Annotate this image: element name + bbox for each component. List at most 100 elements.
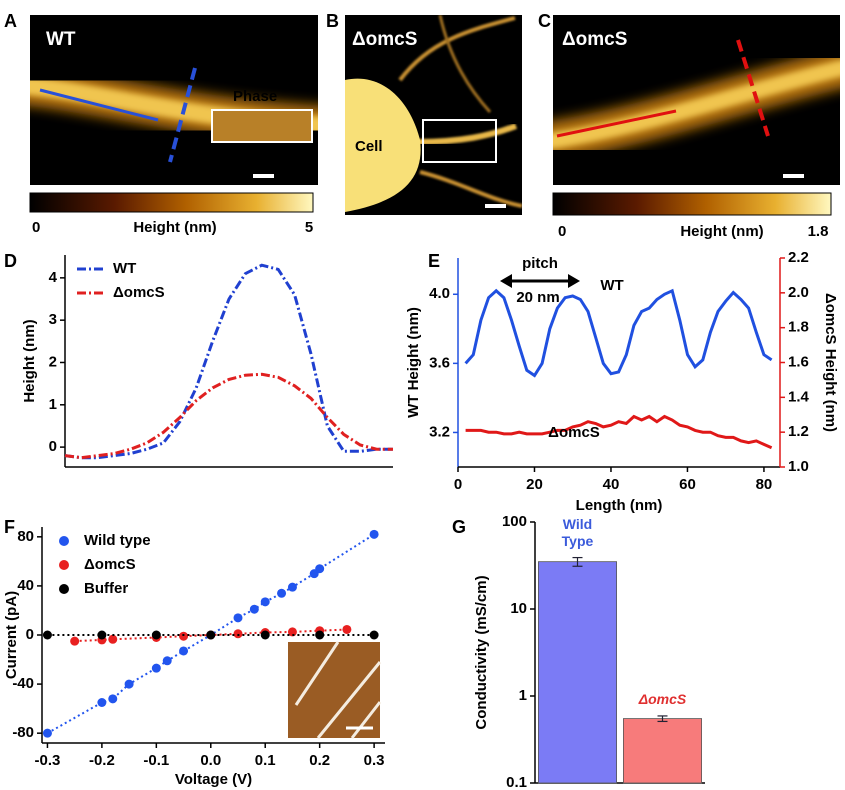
image-title: ΔomcS xyxy=(352,29,417,50)
profile-line-dashed xyxy=(168,67,197,163)
electrodes xyxy=(294,641,382,739)
legend-label: ΔomcS xyxy=(84,556,136,573)
category-label: Wild Type xyxy=(561,515,594,549)
y2-axis-label: ΔomcS Height (nm) xyxy=(822,293,839,432)
y-tick-label: 1 xyxy=(49,396,57,413)
arrow-head xyxy=(568,274,580,288)
panel-label: E xyxy=(428,251,440,271)
scatter-point xyxy=(315,630,325,640)
scatter-point xyxy=(108,634,118,644)
profile-line xyxy=(556,109,677,138)
y-tick-label: 10 xyxy=(510,600,527,617)
profile-line xyxy=(39,88,159,122)
legend-label: WT xyxy=(113,260,136,277)
bar xyxy=(623,718,703,784)
scatter-point xyxy=(42,728,52,738)
y-tick-label: -40 xyxy=(12,675,34,692)
scatter-point xyxy=(260,630,270,640)
legend-label: Wild type xyxy=(84,532,151,549)
category-label: ΔomcS xyxy=(638,690,687,707)
inset-background xyxy=(288,642,380,738)
x-tick-label: -0.1 xyxy=(143,752,169,769)
arrow-head xyxy=(500,274,512,288)
cell xyxy=(345,78,421,212)
scatter-point xyxy=(206,630,216,640)
scatter-point xyxy=(179,631,189,641)
scatter-point xyxy=(42,630,52,640)
colorbar xyxy=(29,192,314,213)
x-axis-label: Voltage (V) xyxy=(175,771,252,788)
y-tick-label: 3 xyxy=(49,311,57,328)
fiber xyxy=(398,16,516,82)
line-series xyxy=(64,372,393,460)
scatter-point xyxy=(179,646,189,656)
image-title: ΔomcS xyxy=(562,29,627,50)
x-axis-label: Length (nm) xyxy=(576,497,663,514)
afm-image-omcs xyxy=(553,15,840,185)
panel-label: G xyxy=(452,517,466,537)
y-tick-label: 1 xyxy=(519,687,527,704)
scatter-point xyxy=(162,656,172,666)
legend-label: ΔomcS xyxy=(113,284,165,301)
y-tick-label: 40 xyxy=(17,577,34,594)
panel-label: D xyxy=(4,251,17,271)
inset-label: Phase xyxy=(233,88,277,105)
scatter-point xyxy=(233,613,243,623)
panel-label: B xyxy=(326,11,339,31)
series-label: WT xyxy=(600,277,623,294)
panel-label: A xyxy=(4,11,17,31)
afm-image-omcs-cell xyxy=(345,15,522,215)
x-tick-label: 80 xyxy=(756,476,773,493)
scatter-point xyxy=(277,588,287,598)
scatter-point xyxy=(151,663,161,673)
y2-tick-label: 2.0 xyxy=(788,284,809,301)
fiber xyxy=(419,170,522,208)
inset-image xyxy=(288,641,382,739)
y-tick-label: 0 xyxy=(26,626,34,643)
x-tick-label: 0 xyxy=(454,476,462,493)
scatter-point xyxy=(97,698,107,707)
colorbar-max: 5 xyxy=(305,219,313,236)
scatter-point xyxy=(233,629,243,639)
fiber xyxy=(438,15,492,114)
legend-key xyxy=(59,536,69,546)
bar xyxy=(538,561,618,784)
scatter-point xyxy=(342,624,352,634)
x-tick-label: 0.0 xyxy=(200,752,221,769)
zoom-box xyxy=(422,119,497,163)
colorbar-max: 1.8 xyxy=(808,223,829,240)
y-tick-label: -80 xyxy=(12,724,34,741)
scatter-point xyxy=(287,582,297,592)
scatter-point xyxy=(108,694,118,704)
series-label: ΔomcS xyxy=(548,424,600,441)
line-series xyxy=(464,288,773,378)
colorbar-title: Height (nm) xyxy=(680,223,763,240)
y2-tick-label: 1.4 xyxy=(788,388,810,405)
x-tick-label: 0.3 xyxy=(364,752,385,769)
afm-image-wt xyxy=(30,15,318,185)
profile-line-dashed xyxy=(736,39,770,137)
y-tick-label: 100 xyxy=(502,513,527,530)
line-series xyxy=(465,414,773,450)
panel-label: C xyxy=(538,11,551,31)
y2-tick-label: 1.2 xyxy=(788,423,809,440)
y2-tick-label: 2.2 xyxy=(788,249,809,266)
y2-tick-label: 1.6 xyxy=(788,353,809,370)
annotation: 20 nm xyxy=(516,289,559,306)
y2-tick-label: 1.0 xyxy=(788,458,809,475)
y-tick-label: 0 xyxy=(49,438,57,455)
pitch-arrow xyxy=(500,274,580,288)
x-tick-label: 40 xyxy=(603,476,620,493)
scatter-point xyxy=(249,604,259,614)
legend-key xyxy=(59,560,69,570)
y-tick-label: 0.1 xyxy=(506,774,527,790)
y2-tick-label: 1.8 xyxy=(788,319,809,336)
colorbar-title: Height (nm) xyxy=(133,219,216,236)
colorbar xyxy=(552,192,832,216)
y-tick-label: 3.2 xyxy=(429,423,450,440)
x-tick-label: 60 xyxy=(679,476,696,493)
scatter-point xyxy=(369,529,379,539)
x-tick-label: 0.2 xyxy=(309,752,330,769)
